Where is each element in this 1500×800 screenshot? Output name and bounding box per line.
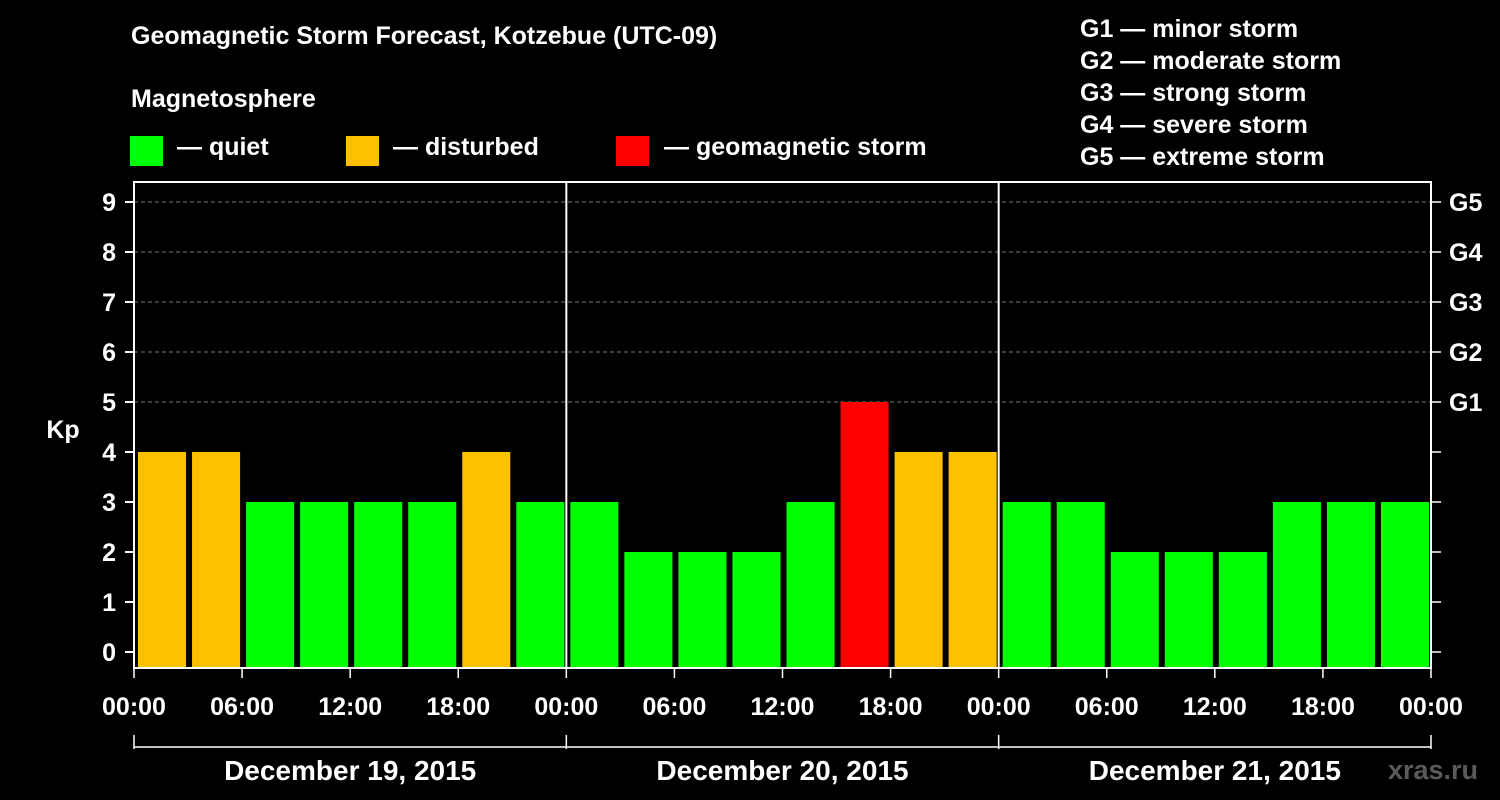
kp-bar: [1380, 502, 1429, 668]
legend-storm-swatch: [616, 136, 649, 166]
kp-bar: [354, 502, 403, 668]
x-tick-label: 18:00: [859, 693, 923, 721]
day-label: December 19, 2015: [224, 755, 476, 786]
kp-bar: [1110, 552, 1159, 668]
kp-bar: [894, 452, 943, 668]
kp-bar: [570, 502, 619, 668]
kp-bar: [1326, 502, 1375, 668]
x-tick-label: 12:00: [318, 693, 382, 721]
g-scale-g5: G5 — extreme storm: [1080, 143, 1325, 171]
legend-quiet-swatch: [130, 136, 163, 166]
kp-bar: [678, 552, 727, 668]
magnetosphere-label: Magnetosphere: [131, 85, 316, 113]
kp-bar: [516, 502, 565, 668]
y-tick-label: 5: [102, 389, 116, 417]
g-level-label: G5: [1449, 189, 1482, 217]
x-tick-label: 06:00: [642, 693, 706, 721]
day-label: December 20, 2015: [656, 755, 908, 786]
kp-bar: [840, 402, 889, 668]
kp-bar: [1002, 502, 1051, 668]
x-tick-label: 00:00: [1399, 693, 1463, 721]
g-scale-g2: G2 — moderate storm: [1080, 47, 1342, 75]
x-tick-label: 00:00: [534, 693, 598, 721]
y-tick-label: 4: [102, 439, 116, 467]
x-tick-label: 00:00: [102, 693, 166, 721]
x-tick-label: 00:00: [967, 693, 1031, 721]
kp-bar: [138, 452, 187, 668]
day-label: December 21, 2015: [1089, 755, 1341, 786]
y-axis-label: Kp: [46, 416, 79, 444]
legend-quiet-label: — quiet: [177, 133, 269, 161]
kp-bar: [786, 502, 835, 668]
kp-bar: [1272, 502, 1321, 668]
x-tick-label: 06:00: [210, 693, 274, 721]
kp-bar: [300, 502, 349, 668]
g-level-label: G4: [1449, 239, 1482, 267]
y-tick-label: 1: [102, 589, 116, 617]
y-tick-label: 9: [102, 189, 116, 217]
x-tick-label: 12:00: [1183, 693, 1247, 721]
y-tick-label: 6: [102, 339, 116, 367]
kp-bar: [408, 502, 457, 668]
kp-bar: [1056, 502, 1105, 668]
g-level-label: G3: [1449, 289, 1482, 317]
kp-bar: [732, 552, 781, 668]
g-scale-g1: G1 — minor storm: [1080, 15, 1299, 43]
kp-bar: [948, 452, 997, 668]
legend-disturbed-swatch: [346, 136, 379, 166]
legend-disturbed-label: — disturbed: [393, 133, 539, 161]
g-level-label: G1: [1449, 389, 1482, 417]
y-tick-label: 3: [102, 489, 116, 517]
x-tick-label: 18:00: [1291, 693, 1355, 721]
g-level-label: G2: [1449, 339, 1482, 367]
kp-bar: [624, 552, 673, 668]
legend-storm-label: — geomagnetic storm: [664, 133, 927, 161]
kp-bar: [1164, 552, 1213, 668]
g-scale-g3: G3 — strong storm: [1080, 79, 1307, 107]
x-tick-label: 12:00: [751, 693, 815, 721]
kp-bar: [1218, 552, 1267, 668]
y-tick-label: 8: [102, 239, 116, 267]
kp-bar: [462, 452, 511, 668]
y-tick-label: 0: [102, 639, 116, 667]
x-tick-label: 18:00: [426, 693, 490, 721]
kp-bar: [246, 502, 295, 668]
kp-bar: [192, 452, 241, 668]
x-tick-label: 06:00: [1075, 693, 1139, 721]
y-tick-label: 2: [102, 539, 116, 567]
chart-title: Geomagnetic Storm Forecast, Kotzebue (UT…: [131, 22, 718, 50]
watermark: xras.ru: [1387, 755, 1478, 785]
g-scale-g4: G4 — severe storm: [1080, 111, 1308, 139]
y-tick-label: 7: [102, 289, 116, 317]
